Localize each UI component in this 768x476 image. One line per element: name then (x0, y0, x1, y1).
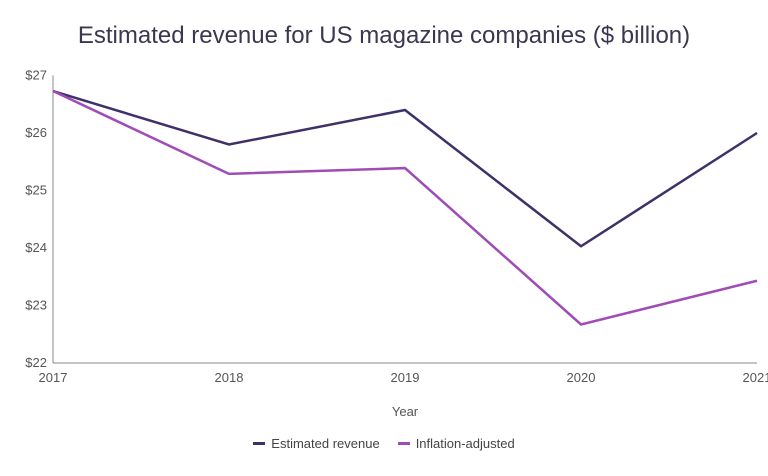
x-tick-label: 2020 (567, 370, 596, 385)
y-tick-label: $24 (25, 240, 47, 255)
legend: Estimated revenue Inflation-adjusted (0, 436, 768, 451)
y-tick-label: $22 (25, 355, 47, 370)
x-axis-label: Year (392, 404, 419, 419)
x-tick-label: 2021 (743, 370, 768, 385)
y-tick-label: $23 (25, 298, 47, 313)
y-tick-label: $25 (25, 183, 47, 198)
legend-swatch (397, 442, 410, 445)
legend-swatch (253, 442, 266, 445)
legend-item: Estimated revenue (253, 436, 380, 451)
x-tick-label: 2018 (215, 370, 244, 385)
y-tick-label: $26 (25, 125, 47, 140)
x-tick-label: 2017 (39, 370, 68, 385)
chart-title: Estimated revenue for US magazine compan… (77, 22, 691, 49)
legend-label: Inflation-adjusted (415, 436, 515, 451)
legend-item: Inflation-adjusted (397, 436, 515, 451)
y-tick-label: $27 (25, 68, 47, 83)
x-tick-label: 2019 (391, 370, 420, 385)
series-line-2 (52, 89, 758, 326)
legend-label: Estimated revenue (271, 436, 380, 451)
